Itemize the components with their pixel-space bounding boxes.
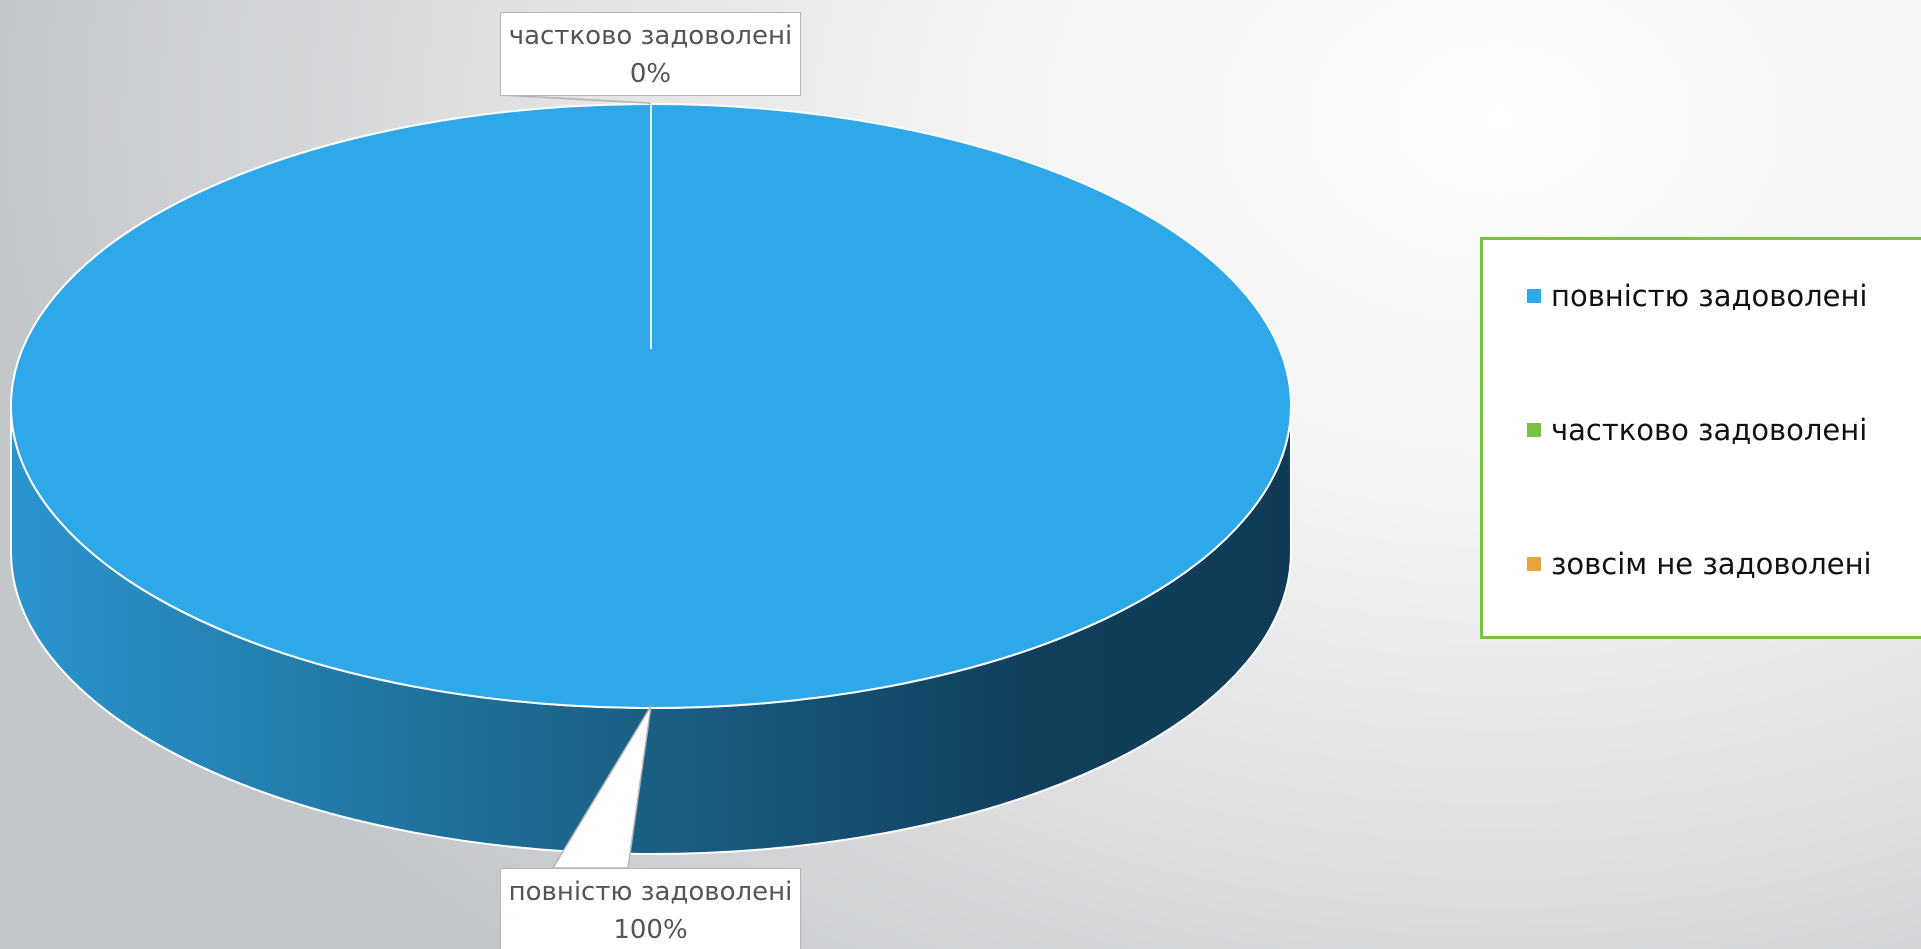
legend-swatch [1527, 289, 1541, 303]
data-label-value: 100% [613, 915, 688, 945]
legend-label: повністю задоволені [1551, 279, 1868, 313]
data-label-partially-satisfied: частково задоволені 0% [500, 12, 801, 96]
legend-item-not-satisfied: зовсім не задоволені [1527, 544, 1872, 584]
legend-swatch [1527, 423, 1541, 437]
callout-leader-top [500, 94, 652, 105]
data-label-category: повністю задоволені [508, 877, 793, 907]
legend-swatch [1527, 557, 1541, 571]
legend-item-partially-satisfied: частково задоволені [1527, 410, 1867, 450]
chart-legend: повністю задоволені частково задоволені … [1480, 237, 1921, 639]
data-label-category: частково задоволені [508, 21, 793, 51]
legend-label: зовсім не задоволені [1551, 547, 1872, 581]
legend-label: частково задоволені [1551, 413, 1868, 447]
data-label-value: 0% [629, 59, 672, 89]
data-label-fully-satisfied: повністю задоволені 100% [500, 868, 801, 949]
legend-item-fully-satisfied: повністю задоволені [1527, 276, 1868, 316]
